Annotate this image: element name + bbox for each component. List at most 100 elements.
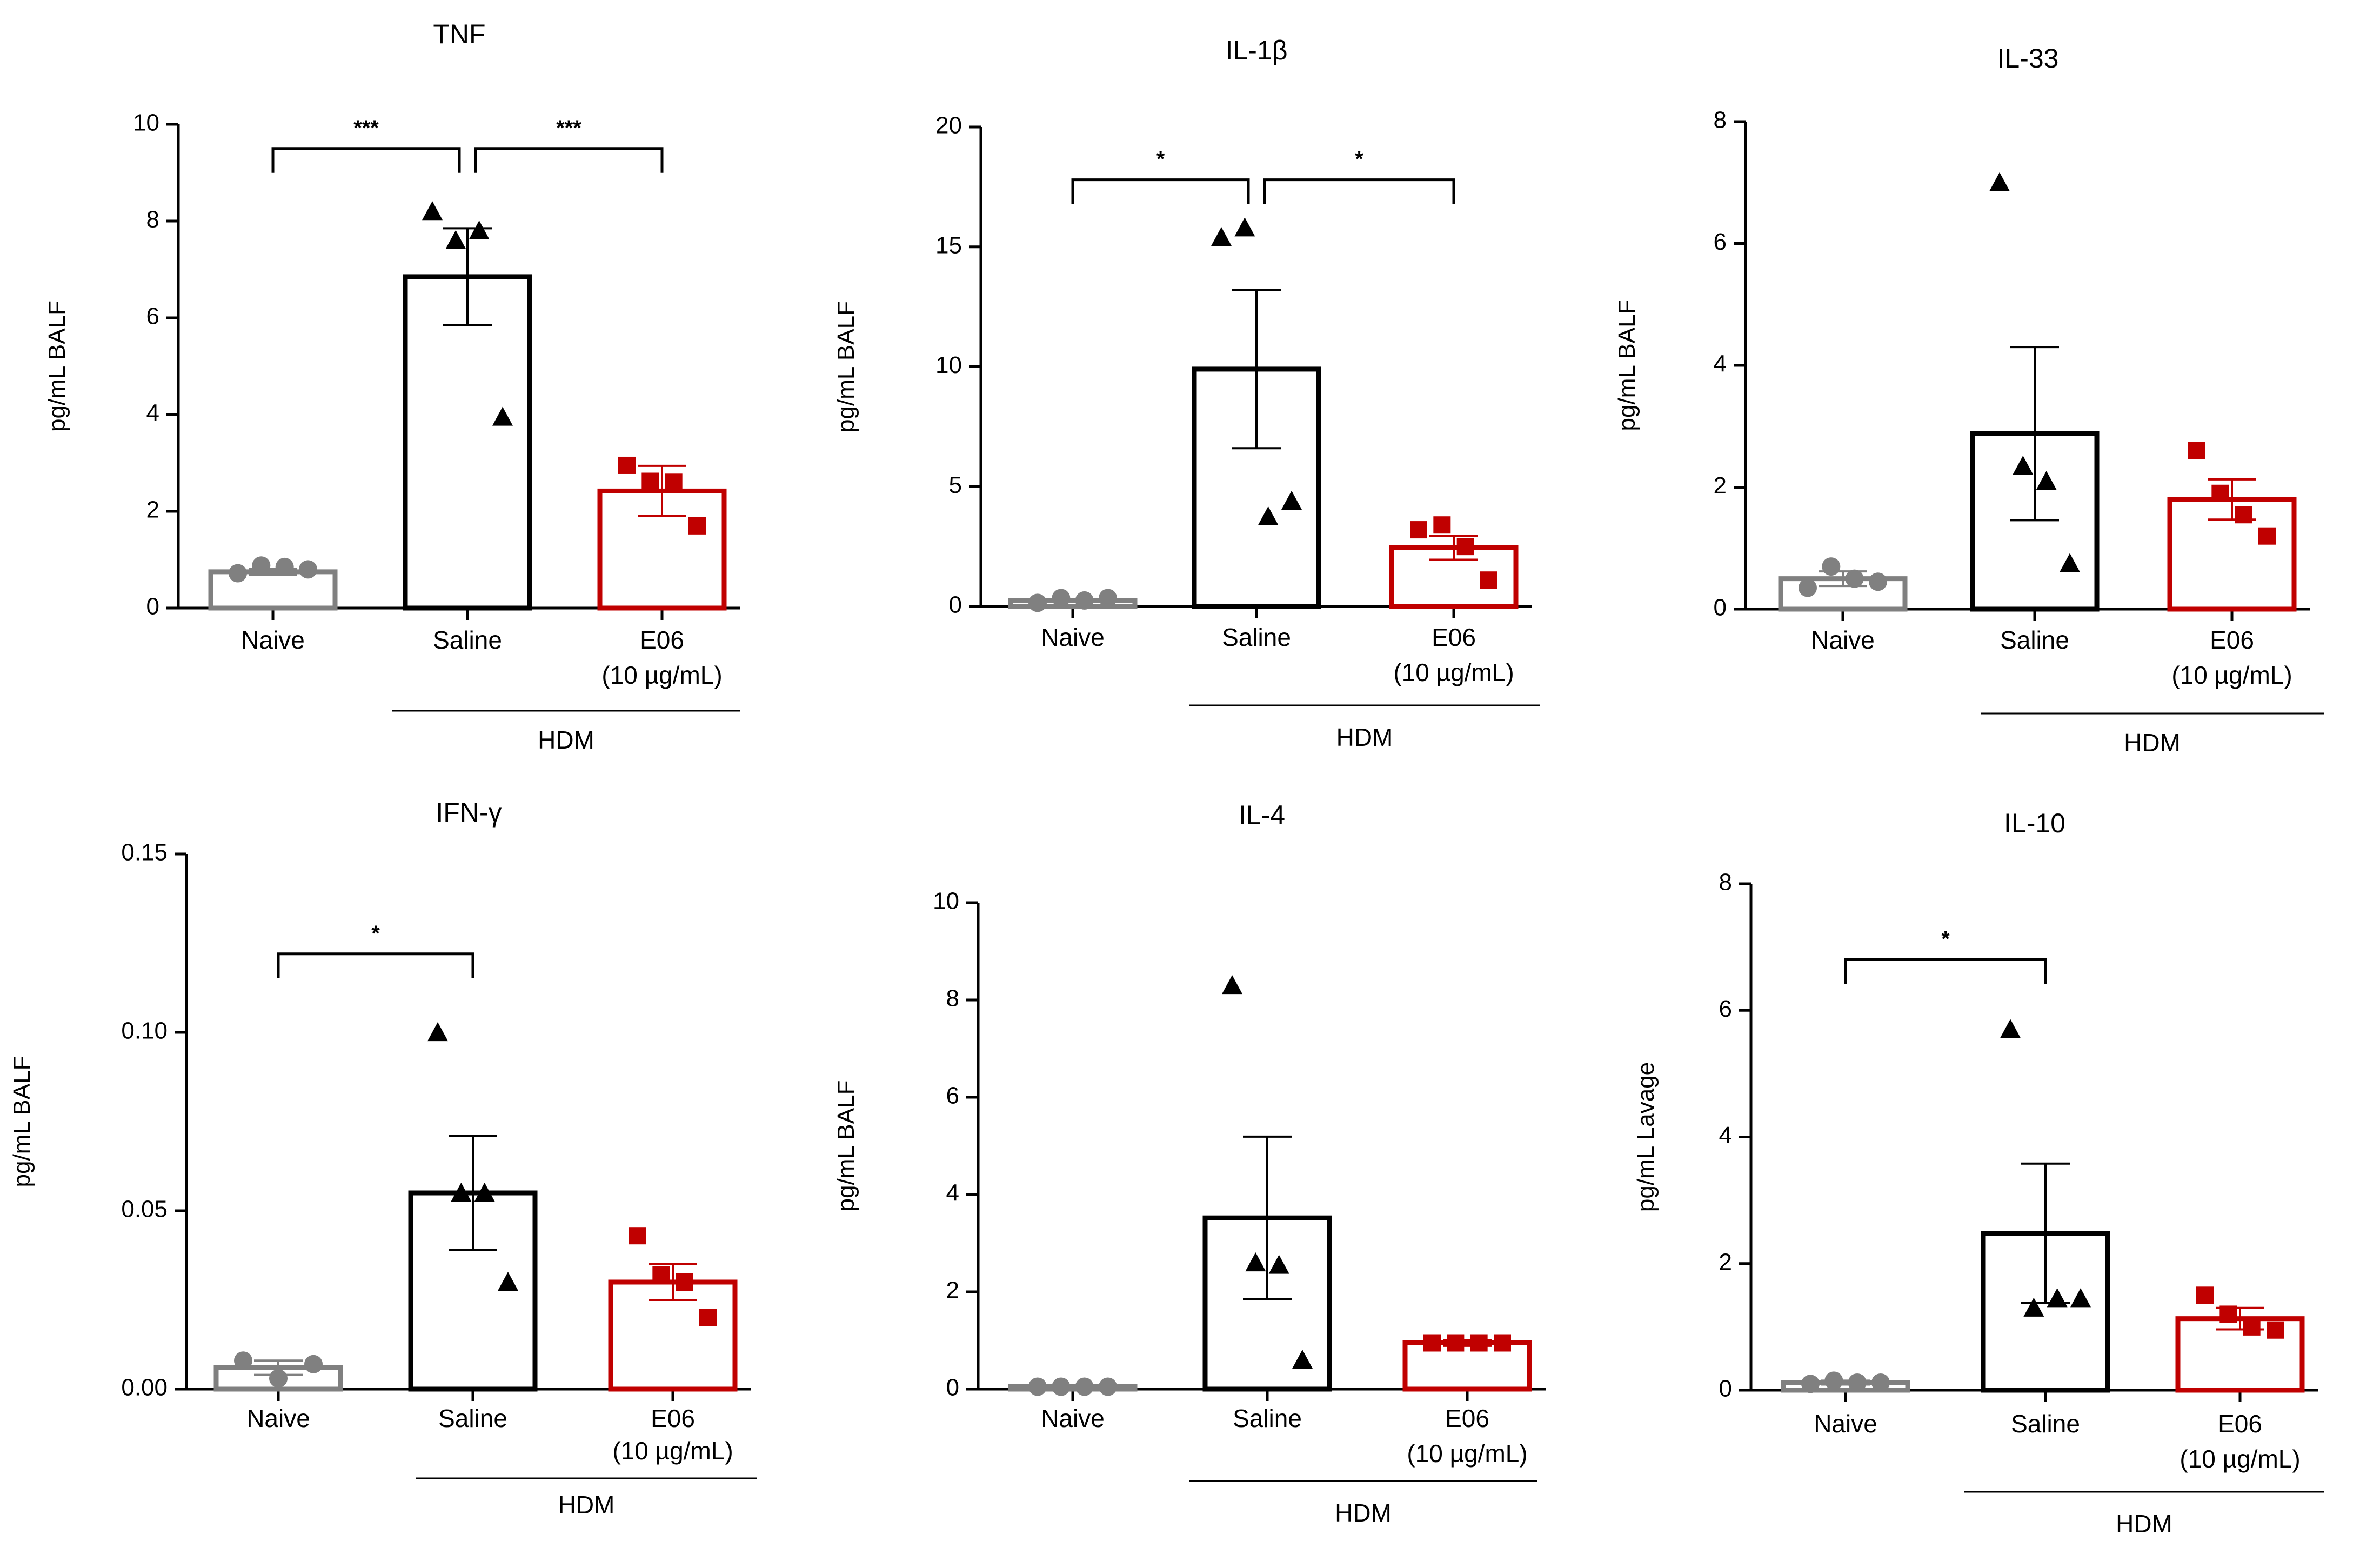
data-point (1234, 217, 1255, 237)
data-point (492, 406, 513, 426)
data-point (469, 220, 490, 240)
data-point (699, 1309, 717, 1326)
x-label-e06: E06 (10 µg/mL) (1407, 1404, 1527, 1468)
group-label-hdm: HDM (538, 726, 594, 754)
panel-ifn: IFN-γ 0.00 0.05 0.10 0.15 pg/mL BALF Naive Sali… (9, 797, 757, 1519)
y-tick-label: 8 (946, 985, 959, 1012)
group-label-hdm: HDM (1335, 1499, 1392, 1527)
data-point (2211, 484, 2229, 502)
y-tick-label: 8 (146, 206, 159, 233)
significance-bracket (1263, 178, 1455, 204)
significance-bracket (1844, 958, 2047, 984)
data-point (304, 1355, 323, 1373)
data-point (1292, 1350, 1313, 1369)
y-tick-label: 10 (933, 888, 959, 915)
data-point (629, 1227, 646, 1245)
data-point (2060, 553, 2080, 572)
y-tick-label: 10 (133, 110, 159, 136)
data-point (1845, 569, 1864, 588)
data-point (1848, 1373, 1867, 1392)
panel-tnf: TNF 0 2 4 6 8 10 pg/mL BALF Naive Saline E06 (10 µg… (44, 19, 740, 754)
x-label-saline: Saline (1222, 623, 1291, 651)
significance-label: *** (353, 116, 379, 140)
data-point (1494, 1334, 1511, 1352)
bar-saline (403, 274, 532, 611)
data-point (2243, 1318, 2261, 1336)
data-point (445, 230, 466, 249)
data-point (2196, 1286, 2214, 1304)
data-point (498, 1272, 518, 1291)
x-label-e06: E06 (10 µg/mL) (601, 626, 722, 689)
y-tick-label: 2 (946, 1277, 959, 1304)
x-label-saline: Saline (438, 1404, 507, 1432)
y-tick-label: 15 (935, 232, 962, 258)
data-point (1075, 1377, 1094, 1396)
data-point (1456, 538, 1474, 556)
data-point (1470, 1334, 1488, 1352)
significance-bracket (1071, 178, 1250, 204)
data-point (422, 201, 443, 221)
panel-il-4: IL-4 0 2 4 6 8 10 pg/mL BALF Naive Saline E06 (10 µ… (833, 800, 1546, 1527)
significance-label: *** (556, 116, 581, 140)
data-point (2000, 1019, 2021, 1038)
data-point (665, 473, 683, 491)
chart-title: IL-4 (1239, 800, 1285, 830)
data-point (676, 1273, 693, 1291)
data-point (275, 557, 294, 576)
group-label-hdm: HDM (558, 1491, 615, 1519)
data-point (1281, 490, 1302, 510)
y-tick-label: 6 (1714, 229, 1727, 255)
data-point (1423, 1334, 1441, 1352)
x-label-naive: Naive (1811, 626, 1875, 654)
y-tick-label: 20 (935, 112, 962, 139)
y-tick-label: 2 (1714, 472, 1727, 499)
y-tick-label: 2 (146, 497, 159, 523)
data-point (234, 1351, 252, 1370)
y-tick-label: 0.10 (121, 1018, 168, 1044)
data-point (1801, 1375, 1820, 1393)
y-tick-label: 0 (1714, 595, 1727, 621)
data-point (2267, 1321, 2284, 1339)
y-axis-label: pg/mL BALF (44, 301, 70, 432)
x-label-saline: Saline (2000, 626, 2069, 654)
data-point (1871, 1373, 1890, 1392)
data-point (1799, 578, 1817, 597)
data-point (1028, 593, 1047, 612)
x-label-e06: E06 (10 µg/mL) (2171, 626, 2292, 689)
y-tick-label: 10 (935, 352, 962, 378)
y-tick-label: 0.15 (121, 839, 168, 866)
data-point (229, 564, 247, 583)
data-point (299, 560, 317, 579)
y-tick-label: 0 (146, 593, 159, 620)
chart-title: IFN-γ (436, 797, 502, 828)
y-tick-label: 6 (1719, 996, 1732, 1022)
data-point (1075, 591, 1094, 610)
data-point (1099, 589, 1117, 608)
y-tick-label: 4 (146, 400, 159, 426)
group-label-hdm: HDM (1336, 723, 1393, 751)
y-axis-label: pg/mL BALF (833, 301, 859, 432)
y-tick-label: 0 (1719, 1376, 1732, 1402)
data-point (1258, 506, 1279, 525)
significance-label: * (1941, 928, 1950, 951)
data-point (1869, 572, 1887, 591)
data-point (618, 456, 636, 474)
x-label-naive: Naive (246, 1404, 310, 1432)
significance-label: * (371, 922, 380, 945)
data-point (1245, 1252, 1266, 1272)
data-point (1268, 1255, 1289, 1274)
data-point (2023, 1297, 2044, 1317)
x-label-e06: E06 (10 µg/mL) (2180, 1410, 2300, 1473)
panel-il-10: IL-10 0 2 4 6 8 pg/mL Lavage Naive Saline E06 (10 … (1633, 808, 2324, 1538)
group-label-hdm: HDM (2124, 729, 2181, 757)
x-label-e06: E06 (10 µg/mL) (612, 1404, 733, 1465)
panel-il-33: IL-33 0 2 4 6 8 pg/mL BALF Naive Saline E06 (10 µg… (1614, 43, 2324, 757)
data-point (2047, 1288, 2068, 1308)
data-point (1480, 571, 1497, 589)
data-point (269, 1369, 288, 1388)
significance-bracket (277, 952, 474, 978)
significance-bracket (271, 147, 461, 173)
data-point (1822, 557, 1841, 576)
chart-title: IL-1β (1226, 35, 1288, 65)
